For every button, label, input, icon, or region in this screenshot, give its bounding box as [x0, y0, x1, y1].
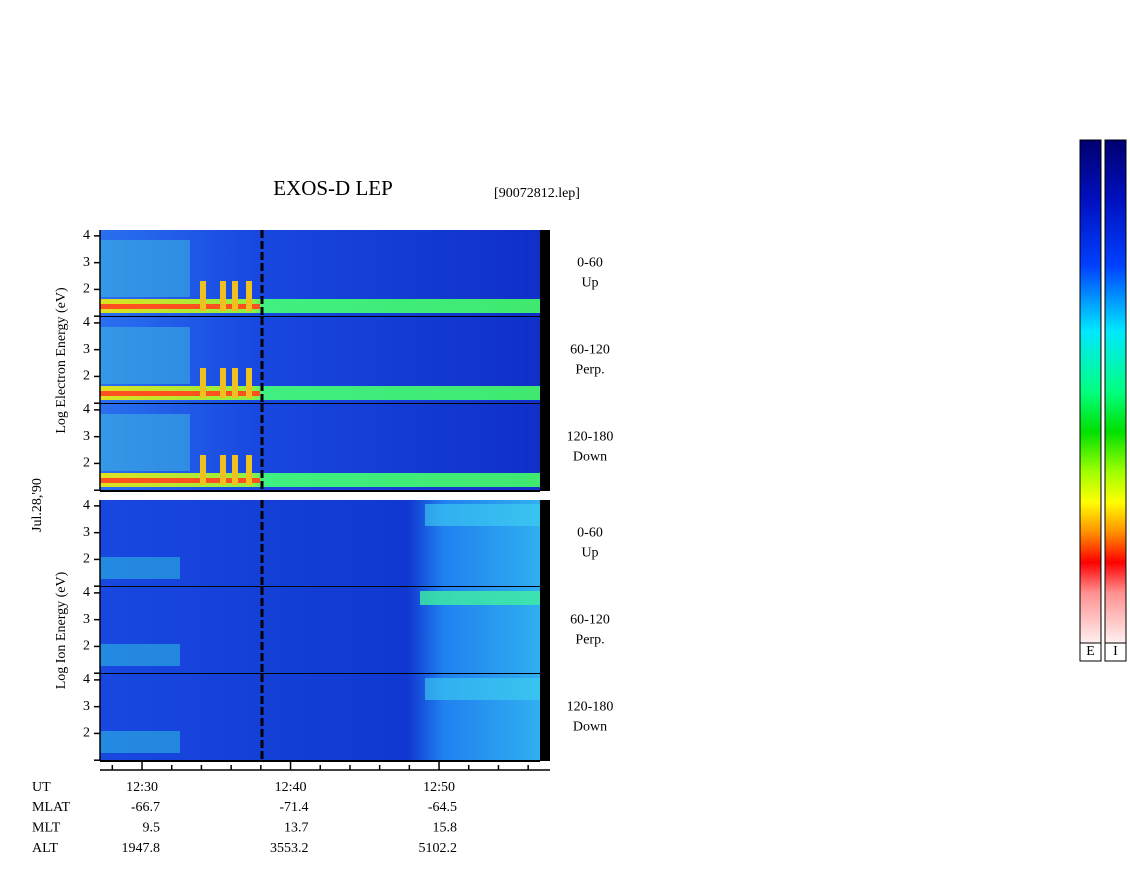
x-tick-label: 12:30: [126, 780, 158, 795]
panel-label: 120-180: [567, 700, 614, 715]
ephemeris-value: -64.5: [428, 800, 457, 815]
spectrogram-patch: [420, 591, 540, 605]
colorbar: [1079, 139, 1102, 644]
spectrogram-patch: [425, 504, 540, 526]
y-tick-label: 3: [83, 255, 90, 270]
panel-label: 120-180: [567, 430, 614, 445]
ephemeris-value: 5102.2: [419, 841, 458, 856]
y-tick-label: 3: [83, 342, 90, 357]
panel-label: 60-120: [570, 343, 610, 358]
spectrogram-burst: [246, 455, 252, 485]
chart-title: EXOS-D LEP: [273, 176, 393, 200]
spectrogram-burst: [220, 455, 226, 485]
ephemeris-value: 3553.2: [270, 841, 309, 856]
spectrogram-patch: [100, 240, 190, 297]
ephemeris-value: -66.7: [131, 800, 160, 815]
ephemeris-value: 15.8: [433, 821, 458, 836]
spectrogram-patch: [100, 327, 190, 384]
y-tick-label: 2: [83, 369, 90, 384]
x-tick-label: 12:40: [275, 780, 307, 795]
y-axis-label: Log Electron Energy (eV): [54, 287, 69, 434]
ephemeris-value: -71.4: [279, 800, 308, 815]
spectrogram-patch: [100, 731, 180, 753]
ephemeris-value: 1947.8: [122, 841, 161, 856]
y-tick-label: 4: [83, 315, 90, 330]
y-tick-label: 3: [83, 699, 90, 714]
y-tick-label: 4: [83, 672, 90, 687]
panel-label: Perp.: [575, 363, 604, 378]
y-tick-label: 3: [83, 525, 90, 540]
spectrogram-patch: [100, 644, 180, 666]
spectrogram-burst: [200, 368, 206, 398]
data-gap: [540, 674, 550, 761]
spectrogram-burst: [200, 281, 206, 311]
y-tick-label: 2: [83, 726, 90, 741]
spectrogram-patch: [100, 557, 180, 579]
ephemeris-label: MLAT: [32, 800, 71, 815]
y-tick-label: 3: [83, 612, 90, 627]
spectrogram-band: [100, 478, 260, 483]
y-tick-label: 2: [83, 639, 90, 654]
y-tick-label: 2: [83, 456, 90, 471]
panel-label: Up: [581, 546, 598, 561]
data-gap: [540, 500, 550, 587]
spectrogram-burst: [246, 368, 252, 398]
spectrogram-band: [100, 386, 540, 400]
y-tick-label: 3: [83, 429, 90, 444]
panel-label: 0-60: [577, 256, 603, 271]
spectrogram-burst: [232, 368, 238, 398]
panel-label: 0-60: [577, 526, 603, 541]
colorbar-label: E: [1086, 644, 1095, 659]
x-axis-label: UT: [32, 780, 51, 795]
panel-label: Down: [573, 720, 607, 735]
y-tick-label: 4: [83, 585, 90, 600]
data-gap: [540, 587, 550, 674]
y-axis-label: Log Ion Energy (eV): [54, 571, 69, 689]
panel-label: 60-120: [570, 613, 610, 628]
file-label: [90072812.lep]: [494, 186, 580, 201]
spectrogram-band: [100, 391, 260, 396]
colorbar-label: I: [1113, 644, 1118, 659]
spectrogram-burst: [246, 281, 252, 311]
ephemeris-value: 13.7: [284, 821, 309, 836]
ephemeris-label: MLT: [32, 821, 61, 836]
spectrogram-burst: [232, 281, 238, 311]
panel-label: Perp.: [575, 633, 604, 648]
spectrogram-band: [100, 473, 540, 487]
y-tick-label: 2: [83, 282, 90, 297]
data-gap: [540, 317, 550, 404]
spectrogram-burst: [220, 368, 226, 398]
spectrogram-patch: [100, 414, 190, 471]
ephemeris-value: 9.5: [143, 821, 161, 836]
panel-label: Down: [573, 450, 607, 465]
spectrogram-burst: [200, 455, 206, 485]
y-tick-label: 4: [83, 498, 90, 513]
x-tick-label: 12:50: [423, 780, 455, 795]
data-gap: [540, 230, 550, 317]
spectrogram-patch: [425, 678, 540, 700]
y-tick-label: 4: [83, 402, 90, 417]
data-gap: [540, 404, 550, 491]
colorbar-label-box: [1104, 642, 1127, 662]
colorbar-label-box: [1079, 642, 1102, 662]
y-tick-label: 4: [83, 228, 90, 243]
spectrogram-band: [100, 299, 540, 313]
colorbar: [1104, 139, 1127, 644]
y-tick-label: 2: [83, 552, 90, 567]
panel-label: Up: [581, 276, 598, 291]
spectrogram-burst: [232, 455, 238, 485]
spectrogram-band: [100, 304, 260, 309]
ephemeris-label: ALT: [32, 841, 58, 856]
date-label: Jul.28,'90: [30, 478, 45, 532]
spectrogram-burst: [220, 281, 226, 311]
